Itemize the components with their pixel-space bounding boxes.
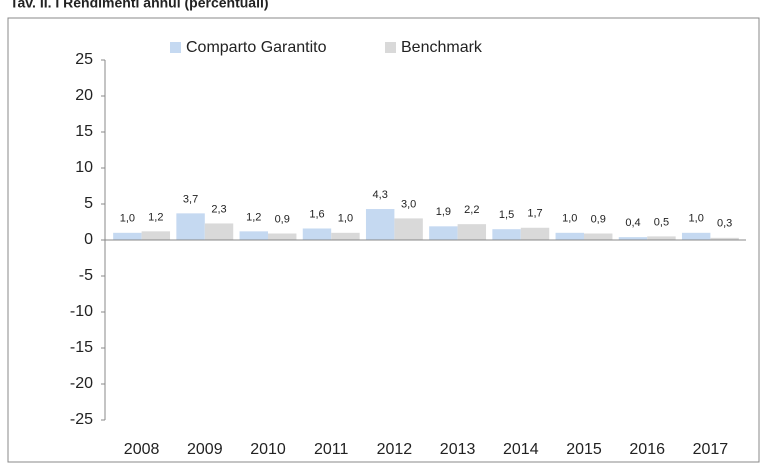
bar [239,231,268,240]
x-tick-label: 2012 [377,441,413,458]
value-label: 0,3 [717,218,732,230]
y-tick-label: 10 [75,159,93,176]
bar [176,213,205,240]
y-tick-label: 0 [84,231,93,248]
bar [492,229,521,240]
value-label: 1,0 [338,213,353,225]
value-label: 0,9 [275,213,290,225]
bar [710,237,739,240]
value-label: 0,5 [654,216,669,228]
y-tick-label: -5 [79,267,93,284]
value-label: 1,6 [309,208,324,220]
value-label: 2,2 [464,204,479,216]
chart-frame [7,17,760,463]
value-label: 3,7 [183,193,198,205]
bar [331,232,360,240]
value-label: 3,0 [401,198,416,210]
bar [429,226,458,240]
legend-swatch [170,42,181,53]
value-label: 2,3 [211,203,226,215]
bar [113,232,142,240]
y-tick-label: 25 [75,51,93,68]
bar [302,228,332,240]
y-tick-label: -15 [70,339,93,356]
bar [394,218,423,240]
value-label: 0,4 [625,217,640,229]
value-label: 1,0 [120,213,135,225]
bar [457,224,487,240]
value-label: 1,5 [499,209,514,221]
bar [618,237,648,240]
value-label: 1,2 [148,211,163,223]
bar [584,233,613,240]
y-tick-label: -25 [70,411,93,428]
bar [681,232,711,240]
y-tick-label: -20 [70,375,93,392]
value-label: 1,2 [246,211,261,223]
value-label: 1,7 [527,208,542,220]
bar [365,209,395,240]
x-tick-label: 2011 [314,441,349,458]
x-tick-label: 2013 [440,441,476,458]
legend-label: Comparto Garantito [186,39,327,56]
bar [268,233,297,240]
value-label: 1,0 [689,213,704,225]
x-tick-label: 2015 [566,441,602,458]
x-tick-label: 2016 [629,441,665,458]
bar [555,232,584,240]
y-tick-label: 5 [84,195,93,212]
legend-swatch [385,42,396,53]
x-tick-label: 2008 [124,441,160,458]
x-tick-label: 2014 [503,441,539,458]
chart-title: Tav. II. I Rendimenti annui (percentuali… [10,0,269,11]
y-tick-label: 15 [75,123,93,140]
value-label: 1,0 [562,213,577,225]
bar [204,223,234,240]
y-tick-label: 20 [75,87,93,104]
value-label: 1,9 [436,206,451,218]
legend-label: Benchmark [401,39,483,56]
value-label: 0,9 [591,213,606,225]
x-tick-label: 2010 [250,441,286,458]
x-tick-label: 2009 [187,441,223,458]
bar [647,236,676,240]
bar [141,231,171,240]
value-label: 4,3 [373,189,388,201]
bar [520,227,550,240]
x-tick-label: 2017 [693,441,729,458]
y-tick-label: -10 [70,303,93,320]
